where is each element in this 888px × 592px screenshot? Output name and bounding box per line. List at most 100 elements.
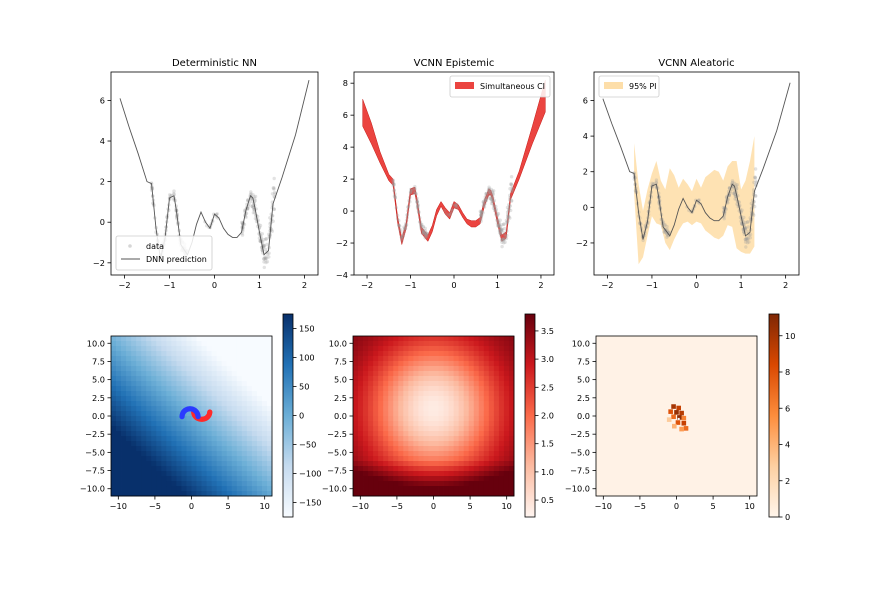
bottom-panel-3-xtick-label: −5: [634, 501, 646, 511]
bottom-panel-2-heatmap-cell: [478, 346, 485, 352]
bottom-panel-2-heatmap-cell: [383, 391, 389, 397]
bottom-panel-3-heatmap-cell: [651, 356, 657, 362]
bottom-panel-1-heatmap-cell: [126, 381, 132, 387]
bottom-panel-1-heatmap-cell: [126, 461, 132, 467]
bottom-panel-3-heatmap-cell: [686, 441, 692, 447]
bottom-panel-1-heatmap-cell: [121, 436, 127, 442]
bottom-panel-2-heatmap-cell: [498, 416, 505, 422]
bottom-panel-3-heatmap-cell: [681, 431, 687, 437]
bottom-panel-1-heatmap-cell: [156, 351, 162, 357]
bottom-panel-3-heatmap-cell: [606, 416, 612, 422]
top-panel-2-data-point: [415, 200, 419, 204]
bottom-panel-2-heatmap-cell: [428, 491, 434, 497]
bottom-panel-2-heatmap-cell: [503, 381, 510, 387]
top-panel-2-data-point: [398, 224, 402, 228]
bottom-panel-2-heatmap-cell: [463, 351, 470, 357]
bottom-panel-3-heatmap-cell: [631, 376, 637, 382]
bottom-panel-1-heatmap-cell: [186, 481, 192, 487]
bottom-panel-3-heatmap-cell: [721, 431, 728, 437]
top-panel-2-data-point: [408, 200, 412, 204]
bottom-panel-2-heatmap-cell: [378, 356, 384, 362]
bottom-panel-3-heatmap-cell: [641, 466, 647, 472]
bottom-panel-3-heatmap-cell: [711, 446, 718, 452]
bottom-panel-2-heatmap-cell: [433, 486, 439, 492]
top-panel-2-xtick-label: −2: [361, 280, 373, 290]
bottom-panel-2-heatmap-cell: [463, 386, 470, 392]
bottom-panel-3-heatmap-cell: [721, 441, 728, 447]
bottom-panel-2-heatmap-cell: [413, 371, 419, 377]
bottom-panel-3-heatmap-cell: [606, 376, 612, 382]
bottom-panel-3-heatmap-cell: [626, 351, 632, 357]
bottom-panel-3-heatmap-cell: [641, 341, 647, 347]
bottom-panel-2-heatmap-cell: [458, 431, 465, 437]
top-panel-1-data-point: [267, 251, 271, 255]
bottom-panel-1-heatmap-cell: [171, 371, 177, 377]
bottom-panel-1-heatmap-cell: [151, 421, 157, 427]
bottom-panel-3-heatmap-cell: [731, 461, 738, 467]
bottom-panel-2-colorbar-tick-label: 2.5: [541, 382, 554, 392]
bottom-panel-2-heatmap-cell: [403, 356, 409, 362]
bottom-panel-1-heatmap-cell: [251, 361, 258, 367]
bottom-panel-3-heatmap-cell: [706, 361, 713, 367]
bottom-panel-1-heatmap-cell: [221, 456, 228, 462]
bottom-panel-3-heatmap-cell: [601, 481, 607, 487]
bottom-panel-2-heatmap-cell: [413, 336, 419, 342]
top-panel-2-data-point: [495, 214, 499, 218]
bottom-panel-1-heatmap-cell: [171, 461, 177, 467]
bottom-panel-2-heatmap-cell: [468, 346, 475, 352]
bottom-panel-2-heatmap-cell: [508, 401, 515, 407]
bottom-panel-1-heatmap-cell: [121, 341, 127, 347]
bottom-panel-1-heatmap-cell: [146, 371, 152, 377]
bottom-panel-3-heatmap-cell: [606, 476, 612, 482]
bottom-panel-2-heatmap-cell: [358, 431, 364, 437]
bottom-panel-3-heatmap-cell: [686, 486, 692, 492]
bottom-panel-3-heatmap-cell: [731, 376, 738, 382]
top-panel-1-data-point: [168, 193, 172, 197]
bottom-panel-2-heatmap-cell: [393, 406, 399, 412]
bottom-panel-3-colorbar-bar: [768, 313, 780, 518]
bottom-panel-1-heatmap-cell: [191, 421, 197, 427]
bottom-panel-2-heatmap-cell: [463, 366, 470, 372]
top-panel-2-data-point: [425, 231, 430, 236]
bottom-panel-2-heatmap-cell: [498, 376, 505, 382]
top-panel-3-data-point: [735, 202, 739, 206]
bottom-panel-2-heatmap-cell: [498, 451, 505, 457]
bottom-panel-3-heatmap-cell: [631, 486, 637, 492]
top-panel-1-data-point: [273, 190, 277, 195]
top-panel-3-data-point: [666, 233, 671, 237]
bottom-panel-3-heatmap-cell: [611, 426, 617, 432]
bottom-panel-1-heatmap-cell: [256, 421, 263, 427]
bottom-panel-1-heatmap-cell: [156, 421, 162, 427]
bottom-panel-3-heatmap-cell: [616, 446, 622, 452]
bottom-panel-3-heatmap-cell: [746, 446, 753, 452]
bottom-panel-2-heatmap-cell: [428, 441, 434, 447]
bottom-panel-2-heatmap-cell: [413, 351, 419, 357]
bottom-panel-1-heatmap-cell: [131, 376, 137, 382]
bottom-panel-2-heatmap-cell: [428, 446, 434, 452]
bottom-panel-3-heatmap-cell: [691, 371, 698, 377]
top-panel-2-data-point: [417, 211, 421, 215]
bottom-panel-3-heatmap-cell: [646, 436, 652, 442]
bottom-panel-3-heatmap-cell: [716, 346, 723, 352]
bottom-panel-1-heatmap-cell: [146, 386, 152, 392]
top-panel-2-data-point: [416, 206, 420, 211]
bottom-panel-2-heatmap-cell: [443, 436, 449, 442]
bottom-panel-2-colorbar-tick-label: 3.0: [541, 354, 554, 364]
bottom-panel-1-heatmap-cell: [146, 396, 152, 402]
bottom-panel-3-heatmap-cell: [606, 351, 612, 357]
bottom-panel-3-heatmap-cell: [606, 421, 612, 427]
bottom-panel-2-heatmap-cell: [453, 441, 460, 447]
bottom-panel-3-heatmap-cell: [706, 391, 713, 397]
bottom-panel-1-heatmap-cell: [111, 406, 117, 412]
bottom-panel-3-heatmap-cell: [651, 431, 657, 437]
bottom-panel-1-heatmap-cell: [166, 461, 172, 467]
bottom-panel-2-heatmap-cell: [508, 391, 515, 397]
bottom-panel-1-heatmap-cell: [176, 456, 182, 462]
bottom-panel-2-heatmap-cell: [373, 461, 379, 467]
top-panel-3-data-point: [744, 245, 748, 249]
bottom-panel-2-heatmap-cell: [453, 476, 460, 482]
bottom-panel-2-heatmap-cell: [378, 451, 384, 457]
bottom-panel-2-heatmap-cell: [483, 336, 490, 342]
bottom-panel-3-heatmap-cell: [641, 376, 647, 382]
bottom-panel-3-heatmap-cell: [641, 371, 647, 377]
